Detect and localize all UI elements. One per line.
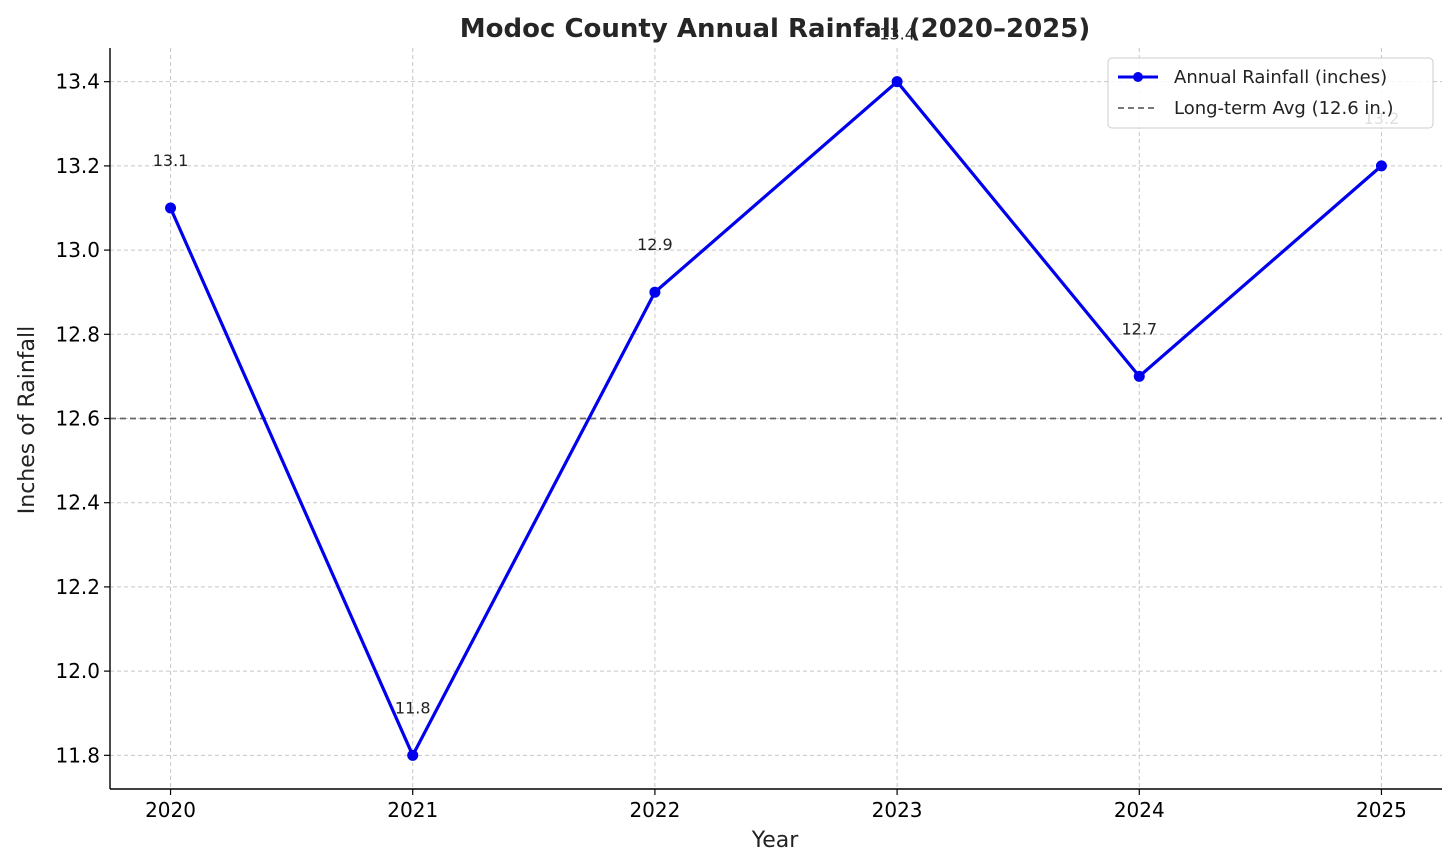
x-tick-label: 2023 — [872, 798, 923, 822]
rainfall-data-point — [649, 286, 661, 298]
rainfall-data-label: 13.1 — [153, 151, 189, 170]
rainfall-data-point — [1133, 370, 1145, 382]
rainfall-data-label: 12.7 — [1121, 319, 1157, 338]
rainfall-data-point — [1375, 160, 1387, 172]
y-tick-label: 13.2 — [55, 154, 100, 178]
rainfall-series-line — [169, 79, 1383, 760]
legend-series-label: Annual Rainfall (inches) — [1174, 67, 1387, 88]
x-tick-label: 2025 — [1356, 798, 1407, 822]
rainfall-data-point — [165, 202, 177, 214]
legend-box — [1107, 57, 1434, 129]
rainfall-data-label: 12.9 — [637, 235, 673, 254]
x-tick-label: 2024 — [1114, 798, 1165, 822]
y-tick-label: 13.4 — [55, 70, 100, 94]
y-tick-label: 12.4 — [55, 491, 100, 515]
rainfall-data-label: 13.4 — [879, 25, 915, 44]
y-tick-label: 12.6 — [55, 407, 100, 431]
x-tick-label: 2022 — [629, 798, 680, 822]
y-tick-label: 11.8 — [55, 743, 100, 767]
y-tick-label: 12.8 — [55, 322, 100, 346]
x-tick-label: 2020 — [145, 798, 196, 822]
rainfall-data-label: 11.8 — [395, 698, 431, 717]
rainfall-data-point — [891, 76, 903, 88]
legend: Annual Rainfall (inches) Long-term Avg (… — [1107, 57, 1434, 129]
legend-reference-label: Long-term Avg (12.6 in.) — [1174, 98, 1394, 119]
x-tick-label: 2021 — [387, 798, 438, 822]
rainfall-data-point — [407, 749, 419, 761]
y-tick-label: 13.0 — [55, 238, 100, 262]
legend-series-marker — [1133, 72, 1143, 82]
ticks-layer: 2020 2021 2022 2023 2024 2025 11.8 12.0 12.2 12.4… — [55, 70, 1406, 822]
chart-title: Modoc County Annual Rainfall (2020–2025) — [460, 14, 1090, 44]
y-tick-label: 12.0 — [55, 659, 100, 683]
y-axis-title: Inches of Rainfall — [15, 326, 40, 514]
x-axis-title: Year — [751, 828, 800, 853]
y-tick-label: 12.2 — [55, 575, 100, 599]
data-labels-layer: 13.111.812.913.412.713.2 — [153, 25, 1400, 718]
series-layer — [165, 76, 1387, 761]
